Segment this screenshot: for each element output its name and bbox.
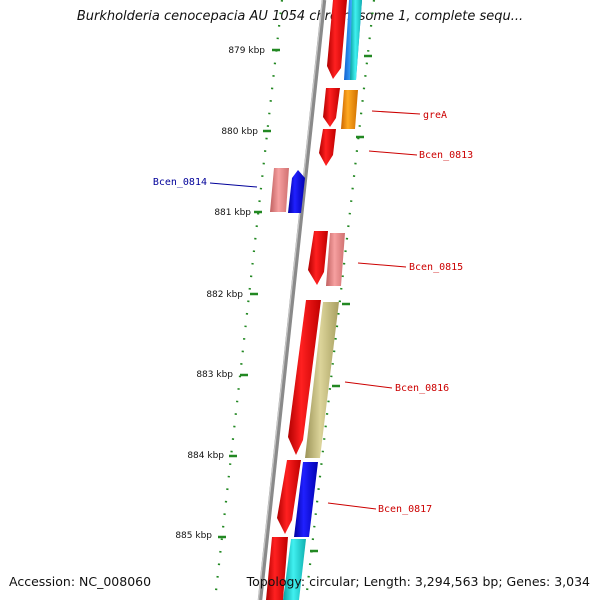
gene-feature-red[interactable] [266,537,288,600]
gene-label-bcen-0816[interactable]: Bcen_0816 [395,383,449,394]
gene-labels[interactable]: greA Bcen_0813 Bcen_0814 Bcen_0815 Bcen_… [153,110,473,515]
gene-feature-pink[interactable] [270,168,289,212]
map-title: Burkholderia cenocepacia AU 1054 chromos… [76,9,524,24]
chromosome-backbone-highlight [257,0,324,600]
tick-label: 880 kbp [221,127,258,137]
tick-label: 883 kbp [196,370,233,380]
scale-track: 879 kbp 880 kbp 881 kbp 882 kbp 883 kbp … [175,0,284,600]
gc-track [304,0,376,600]
tick-label: 884 kbp [187,451,224,461]
gene-feature-red[interactable] [323,88,340,127]
gene-label-bcen-0815[interactable]: Bcen_0815 [409,262,463,273]
gene-feature-cyan[interactable] [350,0,362,80]
gene-feature-red[interactable] [288,300,321,455]
tick-label: 881 kbp [214,208,251,218]
label-leaders [209,110,421,510]
gene-label-grea[interactable]: greA [423,110,447,121]
tick-label: 882 kbp [206,290,243,300]
genome-summary-text: Topology: circular; Length: 3,294,563 bp… [246,574,590,589]
gene-feature-bcen-0816[interactable] [305,302,339,458]
chromosome-backbone [257,0,327,600]
accession-text: Accession: NC_008060 [9,574,152,589]
gene-feature-cyan[interactable] [283,539,306,600]
gene-features[interactable] [266,0,362,600]
tick-label: 879 kbp [228,46,265,56]
gene-feature-bcen-0814[interactable] [288,170,305,213]
gene-feature-red[interactable] [327,0,347,79]
gene-feature-bcen-0813[interactable] [319,129,336,166]
tick-marks [218,48,280,539]
tick-label: 885 kbp [175,531,212,541]
gene-label-bcen-0817[interactable]: Bcen_0817 [378,504,432,515]
gene-feature-bcen-0817[interactable] [294,462,318,537]
gene-feature-bcen-0815[interactable] [326,233,345,286]
gene-feature-grea[interactable] [341,90,358,129]
gene-label-bcen-0814[interactable]: Bcen_0814 [153,177,207,188]
gene-label-bcen-0813[interactable]: Bcen_0813 [419,150,473,161]
gene-feature-red[interactable] [308,231,328,285]
gene-feature-red[interactable] [277,460,301,534]
